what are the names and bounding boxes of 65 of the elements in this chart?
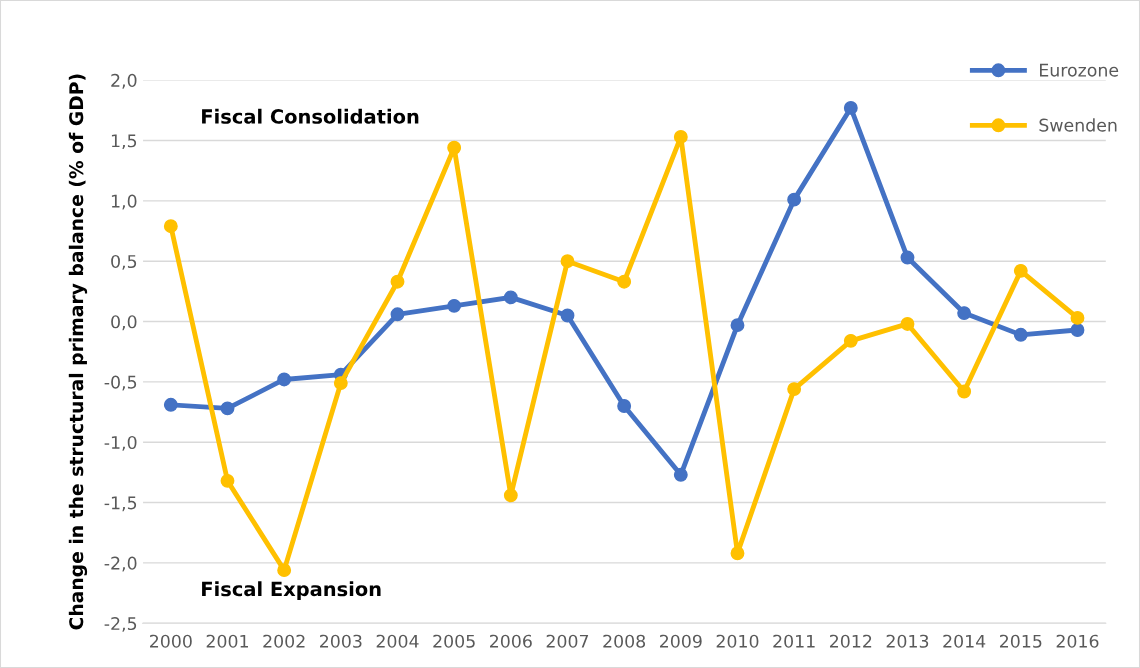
point	[163, 397, 178, 412]
y-tick-label: 1,0	[111, 194, 137, 210]
x-tick-label: 2002	[263, 634, 305, 648]
x-tick-label: 2010	[716, 634, 759, 648]
point	[617, 274, 632, 289]
y-axis-title: Change in the structural primary balance (% of GDP)	[68, 74, 88, 630]
point	[1070, 323, 1085, 337]
point	[447, 298, 462, 313]
point	[390, 307, 405, 322]
x-tick-label: 2016	[1056, 634, 1099, 648]
point	[220, 473, 235, 488]
x-tick-label: 2003	[320, 634, 362, 648]
point	[1013, 327, 1028, 342]
point	[1013, 263, 1028, 278]
x-tick-label: 2007	[546, 634, 589, 648]
point	[277, 372, 292, 387]
point	[787, 192, 802, 207]
point	[900, 316, 915, 331]
x-tick-label: 2006	[490, 634, 532, 648]
legend-label: Swenden	[1039, 118, 1117, 132]
point	[957, 384, 972, 399]
point	[277, 563, 292, 578]
point	[503, 488, 518, 503]
x-tick-label: 2008	[603, 634, 646, 648]
x-tick-label: 2000	[150, 634, 192, 648]
x-tick-label: 2015	[999, 634, 1042, 648]
point	[333, 376, 348, 391]
y-tick-label: -2,0	[104, 556, 137, 572]
point	[673, 129, 688, 144]
x-tick-label: 2004	[376, 634, 419, 648]
point	[900, 250, 915, 265]
y-tick-label: 0,0	[111, 315, 137, 331]
point	[390, 274, 405, 289]
point	[843, 100, 858, 115]
y-tick-label: -0,5	[104, 375, 137, 391]
annotation: Fiscal Consolidation	[202, 108, 419, 124]
y-tick-label: 1,5	[111, 134, 137, 150]
point	[503, 290, 518, 305]
point	[843, 333, 858, 348]
point	[617, 399, 632, 413]
point	[673, 467, 688, 482]
annotation: Fiscal Expansion	[202, 581, 381, 601]
x-tick-label: 2009	[659, 634, 702, 648]
y-tick-label: -2,5	[104, 616, 137, 632]
x-tick-label: 2001	[206, 634, 248, 648]
point	[1070, 310, 1085, 325]
point	[730, 546, 745, 561]
y-tick-label: 2,0	[111, 73, 137, 89]
y-tick-label: -1,5	[104, 496, 137, 512]
point	[220, 401, 235, 416]
point	[957, 306, 972, 321]
x-tick-label: 2012	[829, 634, 872, 648]
point	[163, 219, 178, 234]
x-tick-label: 2014	[943, 634, 986, 648]
y-tick-label: -1,0	[104, 435, 137, 451]
x-tick-label: 2005	[433, 634, 475, 648]
legend-label: Eurozone	[1040, 63, 1119, 77]
point	[560, 308, 575, 323]
y-tick-label: 0,5	[111, 254, 137, 270]
point	[730, 318, 745, 333]
point	[787, 382, 802, 397]
x-tick-label: 2011	[773, 634, 815, 648]
x-tick-label: 2013	[886, 634, 929, 648]
point	[447, 140, 462, 155]
point	[560, 254, 575, 269]
